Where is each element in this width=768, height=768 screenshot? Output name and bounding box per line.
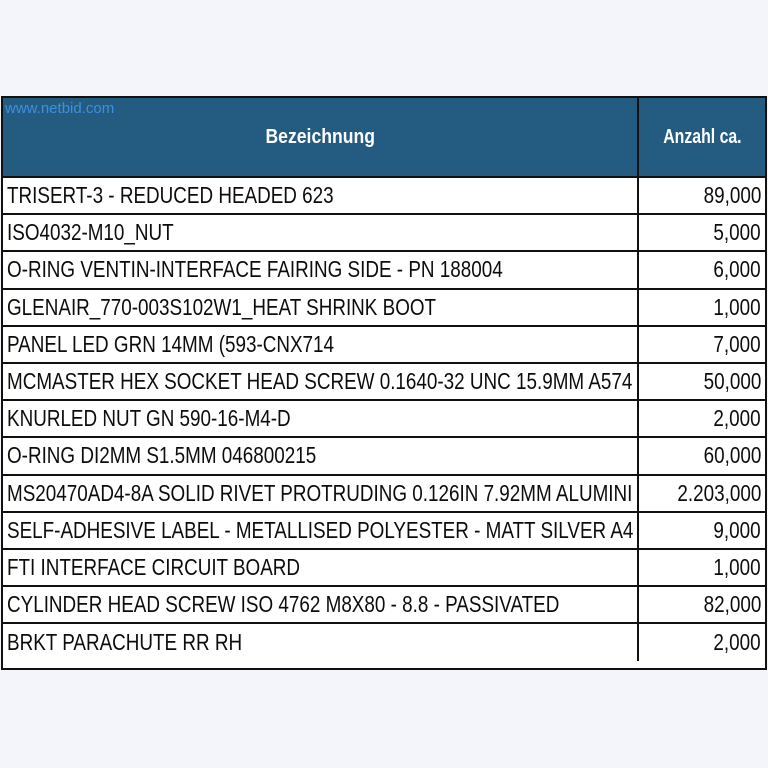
cell-name-text: O-RING VENTIN-INTERFACE FAIRING SIDE - P… xyxy=(7,256,503,283)
cell-name: FTI INTERFACE CIRCUIT BOARD xyxy=(3,549,639,586)
cell-name: CYLINDER HEAD SCREW ISO 4762 M8X80 - 8.8… xyxy=(3,587,639,623)
table-row: FTI INTERFACE CIRCUIT BOARD 1,000 xyxy=(3,549,765,588)
parts-table: www.netbid.com Bezeichnung Anzahl ca. TR… xyxy=(1,96,767,670)
cell-qty: 2,000 xyxy=(639,624,765,661)
cell-qty-text: 2,000 xyxy=(713,629,761,656)
cell-qty: 9,000 xyxy=(639,513,765,548)
cell-name-text: ISO4032-M10_NUT xyxy=(7,219,174,246)
cell-qty: 6,000 xyxy=(639,252,765,287)
cell-name-text: O-RING DI2MM S1.5MM 046800215 xyxy=(7,442,317,469)
cell-name-text: MCMASTER HEX SOCKET HEAD SCREW 0.1640-32… xyxy=(7,368,639,395)
cell-name: GLENAIR_770-003S102W1_HEAT SHRINK BOOT xyxy=(3,289,639,325)
cell-name: MS20470AD4-8A SOLID RIVET PROTRUDING 0.1… xyxy=(3,475,639,511)
cell-name: ISO4032-M10_NUT xyxy=(3,215,639,251)
watermark-text: www.netbid.com xyxy=(5,100,115,117)
table-row: BRKT PARACHUTE RR RH 2,000 xyxy=(3,624,765,662)
cell-qty-text: 50,000 xyxy=(703,368,761,395)
cell-qty-text: 2,000 xyxy=(713,405,761,432)
table-header: www.netbid.com Bezeichnung Anzahl ca. xyxy=(3,98,765,178)
column-header-qty: Anzahl ca. xyxy=(645,98,758,176)
table-row: SELF-ADHESIVE LABEL - METALLISED POLYEST… xyxy=(3,512,765,550)
cell-qty: 82,000 xyxy=(639,587,765,622)
cell-name: SELF-ADHESIVE LABEL - METALLISED POLYEST… xyxy=(3,512,639,548)
cell-qty: 5,000 xyxy=(639,215,765,250)
cell-qty-text: 2.203,000 xyxy=(677,479,761,506)
cell-qty-text: 9,000 xyxy=(713,516,761,543)
column-header-qty-label: Anzahl ca. xyxy=(662,125,742,148)
cell-name: KNURLED NUT GN 590-16-M4-D xyxy=(3,401,639,437)
cell-name-text: TRISERT-3 - REDUCED HEADED 623 xyxy=(7,182,334,209)
cell-qty-text: 5,000 xyxy=(713,219,761,246)
cell-qty-text: 1,000 xyxy=(713,293,761,320)
cell-name-text: PANEL LED GRN 14MM (593-CNX714 xyxy=(7,330,335,357)
table-row: PANEL LED GRN 14MM (593-CNX714 7,000 xyxy=(3,326,765,364)
cell-name: TRISERT-3 - REDUCED HEADED 623 xyxy=(3,178,639,214)
table-row: MCMASTER HEX SOCKET HEAD SCREW 0.1640-32… xyxy=(3,363,765,402)
cell-name: BRKT PARACHUTE RR RH xyxy=(3,624,639,662)
cell-qty: 1,000 xyxy=(639,550,765,585)
cell-name-text: GLENAIR_770-003S102W1_HEAT SHRINK BOOT xyxy=(7,293,437,320)
column-header-name-label: Bezeichnung xyxy=(265,125,375,148)
table-row: GLENAIR_770-003S102W1_HEAT SHRINK BOOT 1,… xyxy=(3,289,765,327)
cell-name: PANEL LED GRN 14MM (593-CNX714 xyxy=(3,326,639,362)
cell-qty-text: 60,000 xyxy=(703,442,761,469)
cell-qty: 1,000 xyxy=(639,290,765,325)
table-body: TRISERT-3 - REDUCED HEADED 623 89,000 ISO4… xyxy=(3,178,765,662)
cell-name-text: CYLINDER HEAD SCREW ISO 4762 M8X80 - 8.8… xyxy=(7,591,560,618)
cell-name-text: SELF-ADHESIVE LABEL - METALLISED POLYEST… xyxy=(7,516,634,543)
cell-name: O-RING VENTIN-INTERFACE FAIRING SIDE - P… xyxy=(3,252,639,288)
cell-name-text: KNURLED NUT GN 590-16-M4-D xyxy=(7,405,291,432)
table-row: KNURLED NUT GN 590-16-M4-D 2,000 xyxy=(3,401,765,439)
cell-name-text: MS20470AD4-8A SOLID RIVET PROTRUDING 0.1… xyxy=(7,479,633,506)
cell-qty-text: 82,000 xyxy=(703,591,761,618)
cell-qty: 60,000 xyxy=(639,438,765,473)
cell-qty-text: 6,000 xyxy=(713,256,761,283)
cell-qty: 50,000 xyxy=(639,364,765,399)
cell-qty: 7,000 xyxy=(639,327,765,362)
column-header-name: Bezeichnung xyxy=(3,98,639,176)
cell-qty: 89,000 xyxy=(639,178,765,213)
cell-name-text: BRKT PARACHUTE RR RH xyxy=(7,629,243,656)
table-row: O-RING VENTIN-INTERFACE FAIRING SIDE - P… xyxy=(3,252,765,290)
table-row: CYLINDER HEAD SCREW ISO 4762 M8X80 - 8.8… xyxy=(3,587,765,625)
cell-qty-text: 89,000 xyxy=(703,182,761,209)
cell-name-text: FTI INTERFACE CIRCUIT BOARD xyxy=(7,553,301,580)
cell-qty: 2.203,000 xyxy=(639,476,765,511)
table-row: TRISERT-3 - REDUCED HEADED 623 89,000 xyxy=(3,178,765,216)
cell-name: O-RING DI2MM S1.5MM 046800215 xyxy=(3,438,639,474)
table-row: MS20470AD4-8A SOLID RIVET PROTRUDING 0.1… xyxy=(3,475,765,513)
table-row: ISO4032-M10_NUT 5,000 xyxy=(3,215,765,253)
cell-qty: 2,000 xyxy=(639,401,765,436)
cell-name: MCMASTER HEX SOCKET HEAD SCREW 0.1640-32… xyxy=(3,363,639,400)
cell-qty-text: 1,000 xyxy=(713,553,761,580)
table-row: O-RING DI2MM S1.5MM 046800215 60,000 xyxy=(3,438,765,476)
cell-qty-text: 7,000 xyxy=(713,330,761,357)
